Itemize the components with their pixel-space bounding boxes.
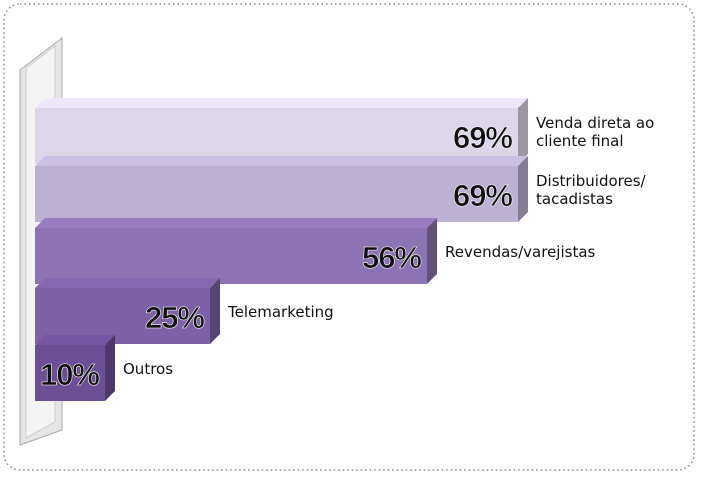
bar-top [35, 218, 437, 228]
bar-side [210, 278, 220, 344]
frame [3, 3, 695, 471]
category-box: Revendas/varejistas [445, 243, 596, 261]
value-label: 25% [145, 300, 204, 335]
category-label: Telemarketing [228, 303, 334, 321]
bar-side [427, 218, 437, 284]
bar-side [105, 335, 115, 401]
category-box: Telemarketing [228, 303, 334, 321]
bar-side [518, 156, 528, 222]
bar-top [35, 156, 528, 166]
value-label: 10% [40, 357, 99, 392]
bar [35, 345, 105, 401]
category-label: Venda direta ao cliente final [536, 114, 655, 150]
value-label: 69% [453, 178, 512, 213]
bar-side [518, 98, 528, 164]
category-label: Revendas/varejistas [445, 243, 596, 261]
category-box: Venda direta ao cliente final [536, 114, 655, 150]
value-label: 56% [362, 240, 421, 275]
bar [35, 166, 518, 222]
bar [35, 108, 518, 164]
category-box: Outros [123, 360, 174, 378]
category-label: Outros [123, 360, 174, 378]
category-box: Distribuidores/ tacadistas [536, 172, 646, 208]
bar-top [35, 278, 220, 288]
bar-top [35, 98, 528, 108]
value-label: 69% [453, 120, 512, 155]
bar [35, 288, 210, 344]
bar-top [35, 335, 115, 345]
bar [35, 228, 427, 284]
category-label: Distribuidores/ tacadistas [536, 172, 646, 208]
